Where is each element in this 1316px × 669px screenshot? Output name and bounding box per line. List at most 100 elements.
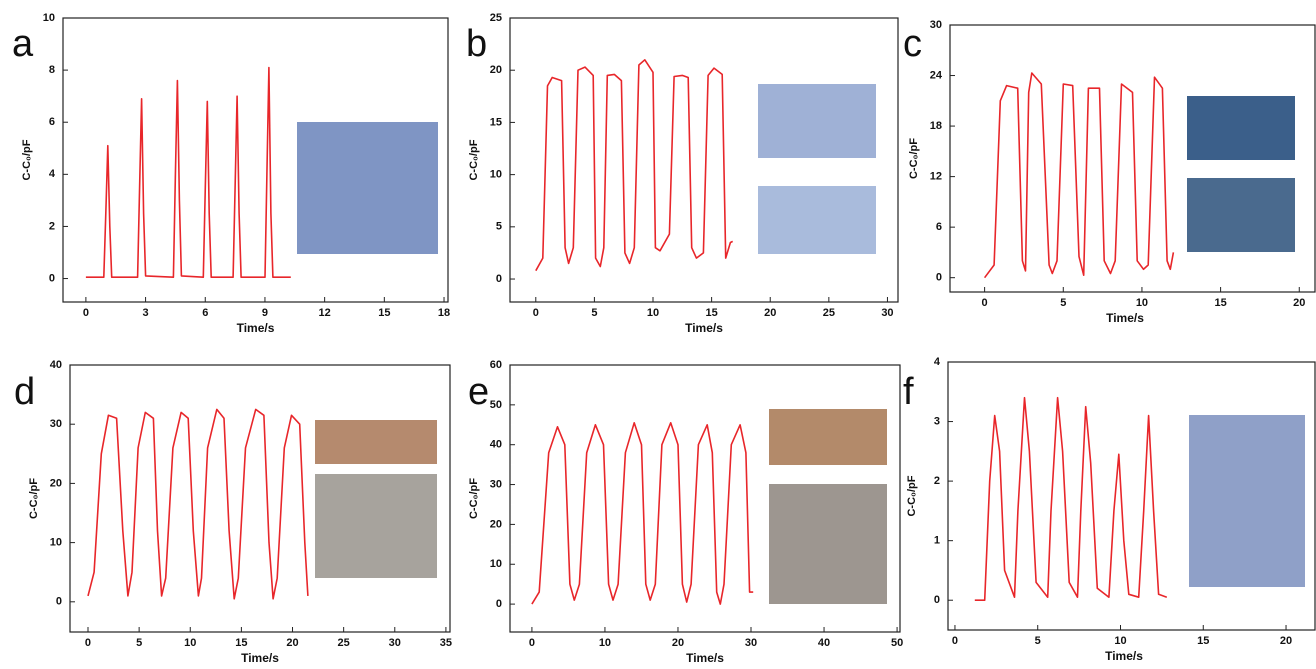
x-tick-label: 0 bbox=[85, 637, 91, 649]
x-tick-label: 10 bbox=[599, 637, 611, 649]
panel-label: d bbox=[14, 371, 35, 413]
x-tick-label: 20 bbox=[1293, 297, 1305, 309]
x-tick-label: 0 bbox=[529, 637, 535, 649]
y-tick-label: 15 bbox=[490, 116, 502, 128]
plot-frame bbox=[69, 364, 451, 633]
x-tick-label: 0 bbox=[952, 635, 958, 647]
y-tick-label: 0 bbox=[496, 273, 502, 285]
panel: a 0 3 6 9 12 15 18 0 2 4 6 8 10 Time/s C-C₀/pF bbox=[12, 12, 450, 335]
inset-photo bbox=[769, 484, 887, 604]
panel-label: e bbox=[468, 371, 489, 413]
y-tick-label: 2 bbox=[49, 220, 55, 232]
y-tick-label: 10 bbox=[43, 12, 55, 24]
plot-frame bbox=[509, 364, 901, 633]
x-tick-label: 20 bbox=[764, 307, 776, 319]
y-axis-label: C-C₀/pF bbox=[21, 139, 33, 180]
inset-photo bbox=[758, 186, 876, 254]
y-tick-label: 2 bbox=[934, 475, 940, 487]
panel: e 0 10 20 30 40 50 0 10 20 30 40 50 60 Time/s C-C₀/pF bbox=[468, 359, 903, 665]
inset-photo bbox=[769, 409, 887, 465]
x-tick-label: 30 bbox=[389, 637, 401, 649]
x-tick-label: 50 bbox=[891, 637, 903, 649]
panel-label: c bbox=[903, 23, 922, 65]
y-tick-label: 6 bbox=[49, 116, 55, 128]
y-tick-label: 50 bbox=[490, 399, 502, 411]
y-tick-label: 18 bbox=[930, 120, 942, 132]
x-tick-label: 0 bbox=[533, 307, 539, 319]
data-line bbox=[974, 396, 1168, 601]
y-tick-label: 30 bbox=[930, 19, 942, 31]
y-axis-label: C-C₀/pF bbox=[906, 475, 918, 516]
y-tick-label: 10 bbox=[490, 169, 502, 181]
y-axis-label: C-C₀/pF bbox=[28, 478, 40, 519]
y-tick-label: 0 bbox=[496, 598, 502, 610]
data-line bbox=[535, 59, 734, 272]
y-tick-label: 6 bbox=[936, 221, 942, 233]
x-axis-label: Time/s bbox=[1106, 311, 1144, 325]
x-tick-label: 15 bbox=[235, 637, 247, 649]
x-tick-label: 35 bbox=[440, 637, 452, 649]
inset-photo bbox=[1187, 96, 1295, 160]
inset-photo bbox=[1189, 415, 1305, 587]
inset-photo bbox=[315, 474, 437, 578]
x-tick-label: 30 bbox=[881, 307, 893, 319]
x-axis-label: Time/s bbox=[237, 321, 275, 335]
x-tick-label: 3 bbox=[143, 307, 149, 319]
x-tick-label: 25 bbox=[338, 637, 350, 649]
x-tick-label: 5 bbox=[591, 307, 597, 319]
y-tick-label: 20 bbox=[490, 518, 502, 530]
x-tick-label: 15 bbox=[705, 307, 717, 319]
inset-photo bbox=[297, 122, 438, 254]
y-tick-label: 30 bbox=[50, 418, 62, 430]
x-tick-label: 12 bbox=[319, 307, 331, 319]
plot-frame bbox=[947, 361, 1316, 631]
y-tick-label: 0 bbox=[49, 272, 55, 284]
y-tick-label: 10 bbox=[50, 537, 62, 549]
panel-label: b bbox=[466, 23, 487, 65]
inset-photo bbox=[315, 420, 437, 464]
x-tick-label: 10 bbox=[1114, 635, 1126, 647]
x-tick-label: 0 bbox=[83, 307, 89, 319]
y-tick-label: 4 bbox=[934, 356, 941, 368]
data-line bbox=[531, 422, 754, 605]
x-tick-label: 15 bbox=[378, 307, 390, 319]
panel: b 0 5 10 15 20 25 30 0 5 10 15 20 25 Time/s C-C₀/pF bbox=[466, 12, 899, 335]
y-tick-label: 5 bbox=[496, 221, 502, 233]
y-tick-label: 20 bbox=[50, 477, 62, 489]
panel: f 0 5 10 15 20 0 1 2 3 4 Time/s C-C₀/pF bbox=[903, 356, 1316, 663]
y-tick-label: 25 bbox=[490, 12, 502, 24]
y-tick-label: 1 bbox=[934, 535, 940, 547]
y-tick-label: 8 bbox=[49, 64, 55, 76]
x-tick-label: 5 bbox=[1035, 635, 1041, 647]
panel-label: a bbox=[12, 23, 34, 65]
x-tick-label: 10 bbox=[184, 637, 196, 649]
x-axis-label: Time/s bbox=[686, 651, 724, 665]
x-tick-label: 18 bbox=[438, 307, 450, 319]
plot-frame bbox=[509, 17, 899, 303]
x-tick-label: 6 bbox=[202, 307, 208, 319]
x-axis-label: Time/s bbox=[685, 321, 723, 335]
panel: d 0 5 10 15 20 25 30 35 0 10 20 30 40 Time/s C-C₀/pF bbox=[14, 359, 452, 665]
y-tick-label: 40 bbox=[50, 359, 62, 371]
y-axis-label: C-C₀/pF bbox=[468, 478, 480, 519]
x-axis-label: Time/s bbox=[241, 651, 279, 665]
y-tick-label: 20 bbox=[490, 64, 502, 76]
data-line bbox=[983, 72, 1175, 279]
x-tick-label: 20 bbox=[1280, 635, 1292, 647]
x-tick-label: 10 bbox=[647, 307, 659, 319]
x-tick-label: 20 bbox=[672, 637, 684, 649]
x-axis-label: Time/s bbox=[1105, 649, 1143, 663]
y-tick-label: 60 bbox=[490, 359, 502, 371]
x-tick-label: 5 bbox=[1060, 297, 1066, 309]
x-tick-label: 9 bbox=[262, 307, 268, 319]
x-tick-label: 10 bbox=[1136, 297, 1148, 309]
y-tick-label: 24 bbox=[930, 69, 943, 81]
y-tick-label: 0 bbox=[934, 594, 940, 606]
y-tick-label: 0 bbox=[936, 272, 942, 284]
x-tick-label: 15 bbox=[1197, 635, 1209, 647]
plot-frame bbox=[62, 17, 449, 303]
x-tick-label: 15 bbox=[1214, 297, 1226, 309]
y-tick-label: 30 bbox=[490, 478, 502, 490]
panel-label: f bbox=[903, 371, 914, 413]
y-tick-label: 10 bbox=[490, 558, 502, 570]
